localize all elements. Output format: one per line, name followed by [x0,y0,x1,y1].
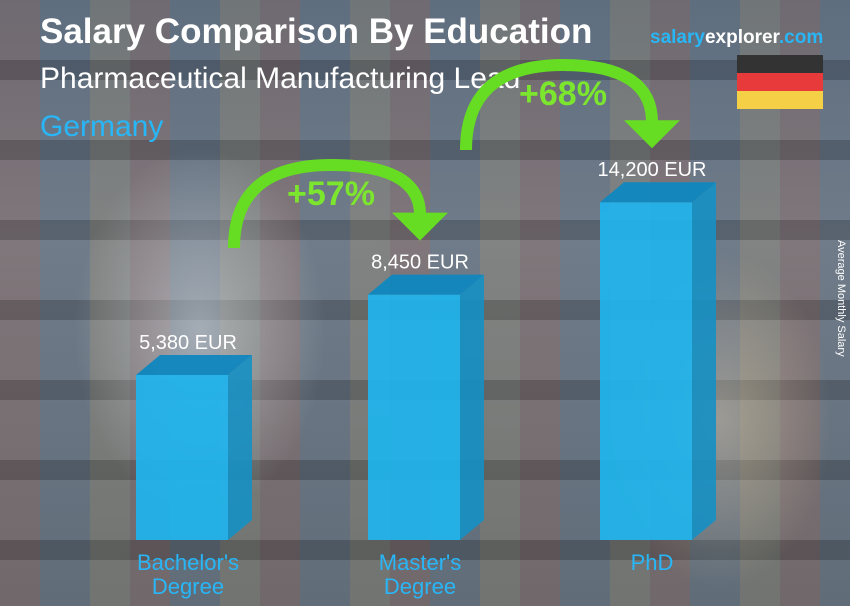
category-label: PhD [630,550,674,575]
growth-percent-label: +68% [519,75,607,113]
bar [600,202,692,540]
logo-part: .com [778,27,824,48]
value-label: 8,450 EUR [371,252,469,274]
value-label: 5,380 EUR [139,332,237,354]
job-title: Pharmaceutical Manufacturing Lead [40,62,521,95]
growth-percent-label: +57% [287,175,375,213]
logo-part: explorer [704,27,779,48]
bar-side [460,274,484,540]
germany-flag-icon [737,55,823,109]
country-label: Germany [40,110,164,143]
bar-side [228,355,252,540]
bar-top [136,355,252,375]
y-axis-label: Average Monthly Salary [835,240,847,357]
value-label: 14,200 EUR [598,159,707,181]
logo[interactable]: salaryexplorer.com [650,27,823,49]
bar-top [600,182,716,203]
bar [368,294,460,540]
arrow-head [392,212,448,241]
logo-part: salary [650,27,705,48]
bar-side [692,182,716,540]
category-label: Bachelor's Degree [136,550,240,599]
growth-arrow [460,58,658,151]
category-label: Master's Degree [378,550,462,599]
bar-top [368,274,484,295]
page-title: Salary Comparison By Education [40,12,593,51]
growth-arrow [228,158,426,249]
bar [136,375,228,540]
arrow-head [624,120,680,149]
